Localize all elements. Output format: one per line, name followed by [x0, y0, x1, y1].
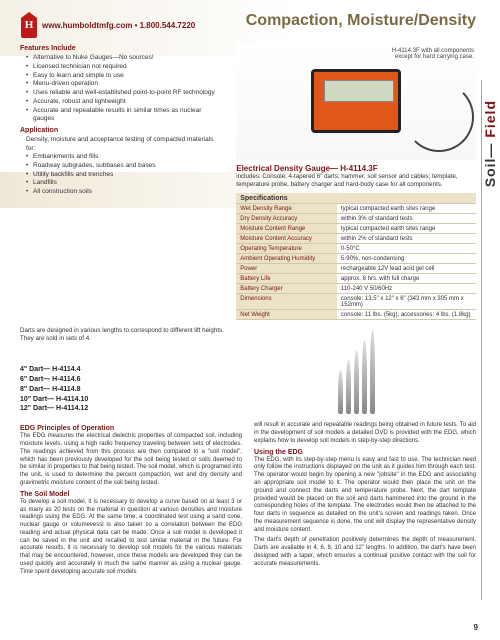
gauge-description: includes: Console; 4-tapered 6" darts; h… — [236, 173, 476, 189]
using-edg-text: The EDG, with its step-by-step menu is e… — [254, 457, 476, 535]
application-item: Embankments and fills — [26, 153, 224, 162]
spec-row: Wet Density Rangetypical compacted earth… — [236, 204, 476, 214]
side-tab-soil: Soil— — [482, 143, 498, 188]
header-url: www.humboldtmfg.com • 1.800.544.7220 — [42, 21, 195, 30]
feature-item: Alternative to Nuke Gauges—No sources! — [26, 54, 224, 63]
feature-item: Uses reliable and well-established point… — [26, 89, 224, 98]
spec-row: Battery Charger110-240 V 50/60Hz — [236, 284, 476, 294]
spec-row: Moisture Content Accuracywithin 2% of st… — [236, 234, 476, 244]
spec-header: Specifications — [236, 193, 476, 204]
darts-note: Darts are designed in various lengths to… — [20, 327, 239, 343]
side-tab-field: Field — [482, 100, 498, 143]
cable-illustration — [404, 82, 474, 152]
product-photo: H-4114.3F with all components except for… — [236, 42, 476, 160]
gauge-title: Electrical Density Gauge— H-4114.3F — [236, 164, 476, 173]
application-intro: Density, moisture and acceptance testing… — [20, 136, 224, 153]
application-heading: Application — [20, 127, 224, 134]
side-tab: Soil— Field — [482, 100, 498, 187]
application-item: Roadway subgrades, subbases and bases — [26, 162, 224, 171]
spec-row: Dimensionsconsole: 13.5" x 12" x 6" (343… — [236, 294, 476, 310]
soil-model-text: To develop a soil model, it is necessary… — [20, 499, 242, 577]
page-header: H www.humboldtmfg.com • 1.800.544.7220 C… — [20, 12, 476, 38]
dart-depth-text: The dart's depth of penetration positive… — [254, 537, 476, 568]
application-item: Utility backfills and trenches — [26, 171, 224, 180]
dart-icon — [362, 340, 367, 414]
spec-row: Dry Density Accuracywithin 3% of standar… — [236, 214, 476, 224]
application-list: Embankments and fills Roadway subgrades,… — [20, 153, 224, 197]
edg-principles-heading: EDG Principles of Operation — [20, 425, 242, 432]
humboldt-logo: H — [20, 12, 38, 38]
feature-item: Licensed technician not required — [26, 63, 224, 72]
dart-icon — [338, 370, 343, 414]
edg-principles-text: The EDG measures the electrical dielectr… — [20, 433, 242, 488]
feature-item: Accurate, robust and lightweight — [26, 98, 224, 107]
dart-sku: 8" Dart— H-4114.8 — [20, 385, 239, 395]
features-list: Alternative to Nuke Gauges—No sources! L… — [20, 54, 224, 124]
spec-row: Battery Lifeapprox. 8 hrs. with full cha… — [236, 274, 476, 284]
dart-sku-list: 4" Dart— H-4114.4 6" Dart— H-4114.6 8" D… — [20, 365, 239, 414]
product-caption: H-4114.3F with all components except for… — [384, 48, 474, 60]
spec-row: Moisture Content Rangetypical compacted … — [236, 224, 476, 234]
using-edg-heading: Using the EDG — [254, 449, 476, 456]
dart-sku: 12" Dart— H-4114.12 — [20, 404, 239, 414]
page-number: 9 — [474, 623, 478, 632]
dart-sku: 6" Dart— H-4114.6 — [20, 375, 239, 385]
spec-row: Ambient Operating Humidity5-90%, non-con… — [236, 254, 476, 264]
specifications-table: Specifications Wet Density Rangetypical … — [236, 193, 476, 320]
dart-icon — [346, 360, 351, 414]
feature-item: Accurate and repeatable results in simil… — [26, 107, 224, 125]
dart-sku: 4" Dart— H-4114.4 — [20, 365, 239, 375]
soil-model-heading: The Soil Model — [20, 491, 242, 498]
dart-sku: 10" Dart— H-4114.10 — [20, 395, 239, 405]
feature-item: Easy to learn and simple to use — [26, 72, 224, 81]
application-item: All construction soils — [26, 188, 224, 197]
spec-row: Operating Temperature0-50°C — [236, 244, 476, 254]
feature-item: Menu-driven operation — [26, 80, 224, 89]
spec-row: Powerrechargeable 12V lead acid gel cell — [236, 264, 476, 274]
dart-icon — [370, 330, 375, 414]
page-title: Compaction, Moisture/Density — [246, 12, 476, 30]
continuation-text: will result in accurate and repeatable r… — [254, 422, 476, 445]
features-heading: Features Include — [20, 45, 224, 52]
svg-text:H: H — [25, 19, 34, 31]
darts-illustration — [247, 326, 466, 414]
spec-row: Net Weightconsole: 11 lbs. (5kg), access… — [236, 310, 476, 320]
console-illustration — [311, 69, 401, 133]
application-item: Landfills — [26, 179, 224, 188]
dart-icon — [354, 350, 359, 414]
